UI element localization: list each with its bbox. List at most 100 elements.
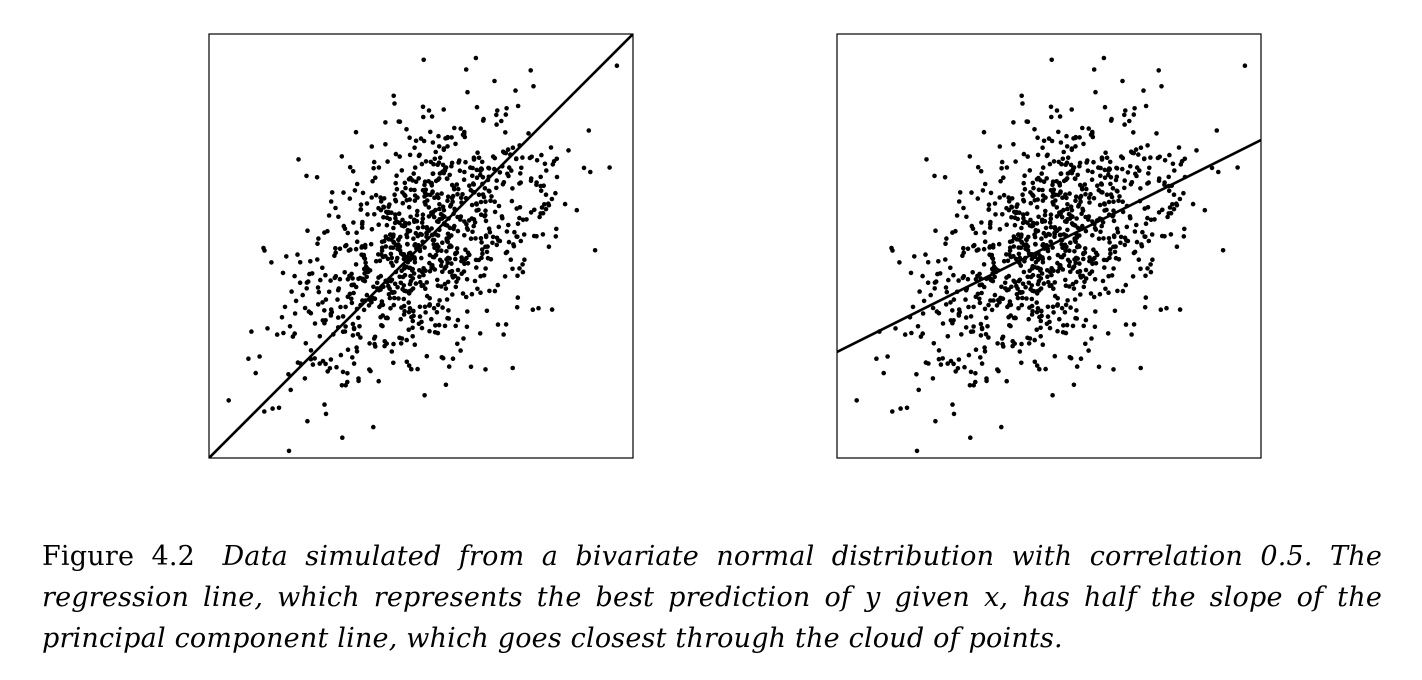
data-point (449, 261, 454, 266)
data-point (392, 295, 397, 301)
data-point (874, 356, 879, 362)
data-point (436, 144, 442, 149)
data-point (370, 178, 375, 184)
data-point (427, 260, 432, 266)
data-point (1129, 180, 1135, 185)
data-point (399, 305, 404, 310)
data-point (315, 302, 321, 307)
data-point (1034, 327, 1039, 333)
data-point (1168, 210, 1174, 216)
data-point (1052, 353, 1058, 359)
data-point (419, 220, 425, 225)
data-point (1025, 335, 1030, 341)
data-point (1051, 268, 1056, 274)
data-point (1150, 257, 1155, 263)
data-point (526, 131, 531, 136)
data-point (354, 239, 360, 244)
data-point (1102, 104, 1108, 110)
data-point (954, 213, 960, 218)
data-point (992, 274, 997, 280)
data-point (1026, 316, 1031, 322)
data-point (349, 300, 355, 306)
data-point (970, 270, 975, 275)
data-point (1045, 152, 1050, 158)
data-point (1022, 186, 1028, 192)
data-point (293, 298, 299, 304)
data-point (495, 282, 501, 288)
data-point (912, 254, 917, 259)
data-point (448, 204, 453, 209)
data-point (1073, 144, 1078, 149)
data-point (999, 159, 1005, 165)
data-point (417, 314, 423, 319)
data-point (1041, 230, 1047, 236)
data-point (338, 352, 344, 358)
data-point (1066, 211, 1072, 217)
data-point (1025, 119, 1031, 124)
data-point (310, 362, 316, 367)
data-point (1055, 268, 1061, 274)
data-point (1006, 302, 1012, 308)
data-point (451, 186, 457, 192)
data-point (503, 130, 508, 135)
data-point (997, 195, 1002, 200)
data-point (297, 280, 303, 286)
data-point (1139, 243, 1145, 249)
data-point (341, 190, 346, 195)
data-point (890, 409, 895, 414)
data-point (553, 234, 559, 239)
data-point (506, 173, 511, 179)
data-point (355, 332, 361, 337)
data-point (418, 279, 423, 285)
data-point (485, 255, 491, 261)
data-point (1009, 204, 1014, 210)
data-point (1177, 307, 1183, 312)
data-point (1209, 165, 1215, 171)
data-point (476, 192, 482, 197)
data-point (1097, 291, 1103, 297)
data-point (304, 173, 309, 179)
data-point (440, 162, 446, 168)
data-point (412, 260, 418, 265)
data-point (985, 324, 990, 329)
data-point (940, 356, 945, 361)
data-point (403, 185, 408, 191)
data-point (1001, 192, 1007, 198)
data-point (510, 266, 515, 272)
data-point (1111, 233, 1117, 238)
data-point (1019, 302, 1025, 308)
data-point (351, 361, 357, 366)
data-point (1083, 192, 1088, 197)
data-point (1077, 135, 1082, 140)
data-point (1131, 322, 1137, 327)
data-point (1162, 180, 1167, 185)
data-point (410, 334, 416, 339)
data-point (315, 241, 320, 246)
data-point (1037, 366, 1042, 372)
data-point (398, 341, 404, 346)
data-point (335, 297, 340, 302)
data-point (854, 398, 859, 403)
data-point (406, 204, 412, 210)
data-point (422, 200, 428, 205)
data-point (1034, 300, 1039, 305)
data-point (349, 296, 354, 302)
principal-component-line (209, 34, 633, 458)
data-point (1202, 207, 1208, 213)
data-point (1078, 292, 1083, 297)
data-point (441, 107, 447, 112)
data-point (305, 418, 310, 424)
data-point (1060, 156, 1066, 162)
data-point (499, 214, 505, 219)
data-point (951, 297, 957, 302)
data-point (371, 284, 376, 290)
data-point (478, 199, 484, 205)
data-point (1020, 281, 1026, 287)
data-point (1108, 181, 1113, 187)
data-point (1040, 256, 1045, 262)
data-point (280, 270, 286, 276)
data-point (1029, 296, 1035, 302)
data-point (447, 225, 453, 231)
data-point (916, 387, 921, 393)
data-point (1104, 192, 1110, 197)
